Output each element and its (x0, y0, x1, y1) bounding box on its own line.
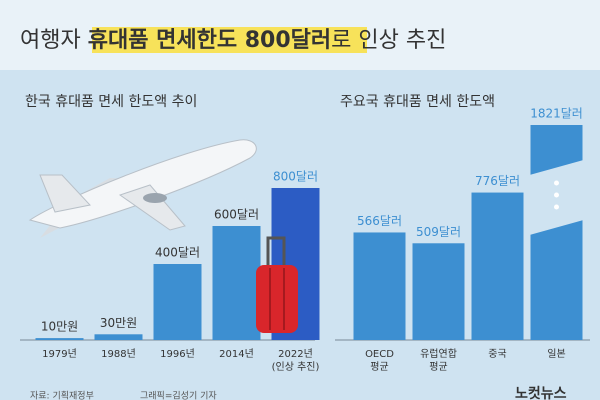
value-label: 400달러 (155, 246, 200, 260)
x-tick-label: 1979년 (42, 348, 77, 360)
chart-subtitle: 주요국 휴대품 면세 한도액 (340, 94, 495, 110)
title-part: 휴대품 면세한도 800달러 (88, 28, 331, 53)
x-tick-label: 평균 (370, 361, 388, 373)
x-tick-label: 중국 (488, 348, 506, 360)
value-label: 800달러 (273, 170, 318, 184)
value-label: 30만원 (100, 316, 137, 330)
break-dot (554, 192, 559, 198)
x-tick-label: 1996년 (160, 348, 195, 360)
x-tick-label: 2014년 (219, 348, 254, 360)
value-label: 776달러 (475, 174, 520, 188)
chart-subtitle: 한국 휴대품 면세 한도액 추이 (25, 94, 197, 110)
x-tick-label: 일본 (547, 348, 565, 360)
x-tick-label: (인상 추진) (272, 361, 320, 373)
title-highlight (92, 27, 367, 53)
value-label: 509달러 (416, 225, 461, 239)
break-dot (554, 180, 559, 186)
bar (353, 232, 406, 340)
title-part: 로 인상 추진 (331, 28, 446, 53)
airplane-illustration (28, 139, 257, 238)
value-label: 1821달러 (530, 107, 583, 121)
bar (94, 334, 143, 340)
value-label: 10만원 (41, 320, 78, 334)
suitcase-body (256, 265, 298, 333)
value-label: 566달러 (357, 214, 402, 228)
source: 자료: 기획재정부 (30, 390, 94, 400)
bar (530, 125, 583, 340)
break-dot (554, 204, 559, 210)
x-tick-label: 1988년 (101, 348, 136, 360)
bar (35, 338, 84, 340)
bar (212, 226, 261, 340)
chart-title: 여행자 휴대품 면세한도 800달러로 인상 추진 (20, 28, 446, 53)
suitcase-illustration (256, 236, 298, 333)
bar (412, 243, 465, 340)
x-tick-label: OECD (365, 349, 394, 360)
value-label: 600달러 (214, 208, 259, 222)
logo: 노컷뉴스 (515, 385, 567, 400)
x-tick-label: 유럽연합 (420, 348, 457, 360)
bar (471, 192, 524, 340)
x-tick-label: 평균 (429, 361, 447, 373)
title-part: 여행자 (20, 28, 88, 53)
x-tick-label: 2022년 (278, 348, 313, 360)
credit: 그래픽=김성기 기자 (140, 390, 217, 400)
bar (153, 264, 202, 340)
